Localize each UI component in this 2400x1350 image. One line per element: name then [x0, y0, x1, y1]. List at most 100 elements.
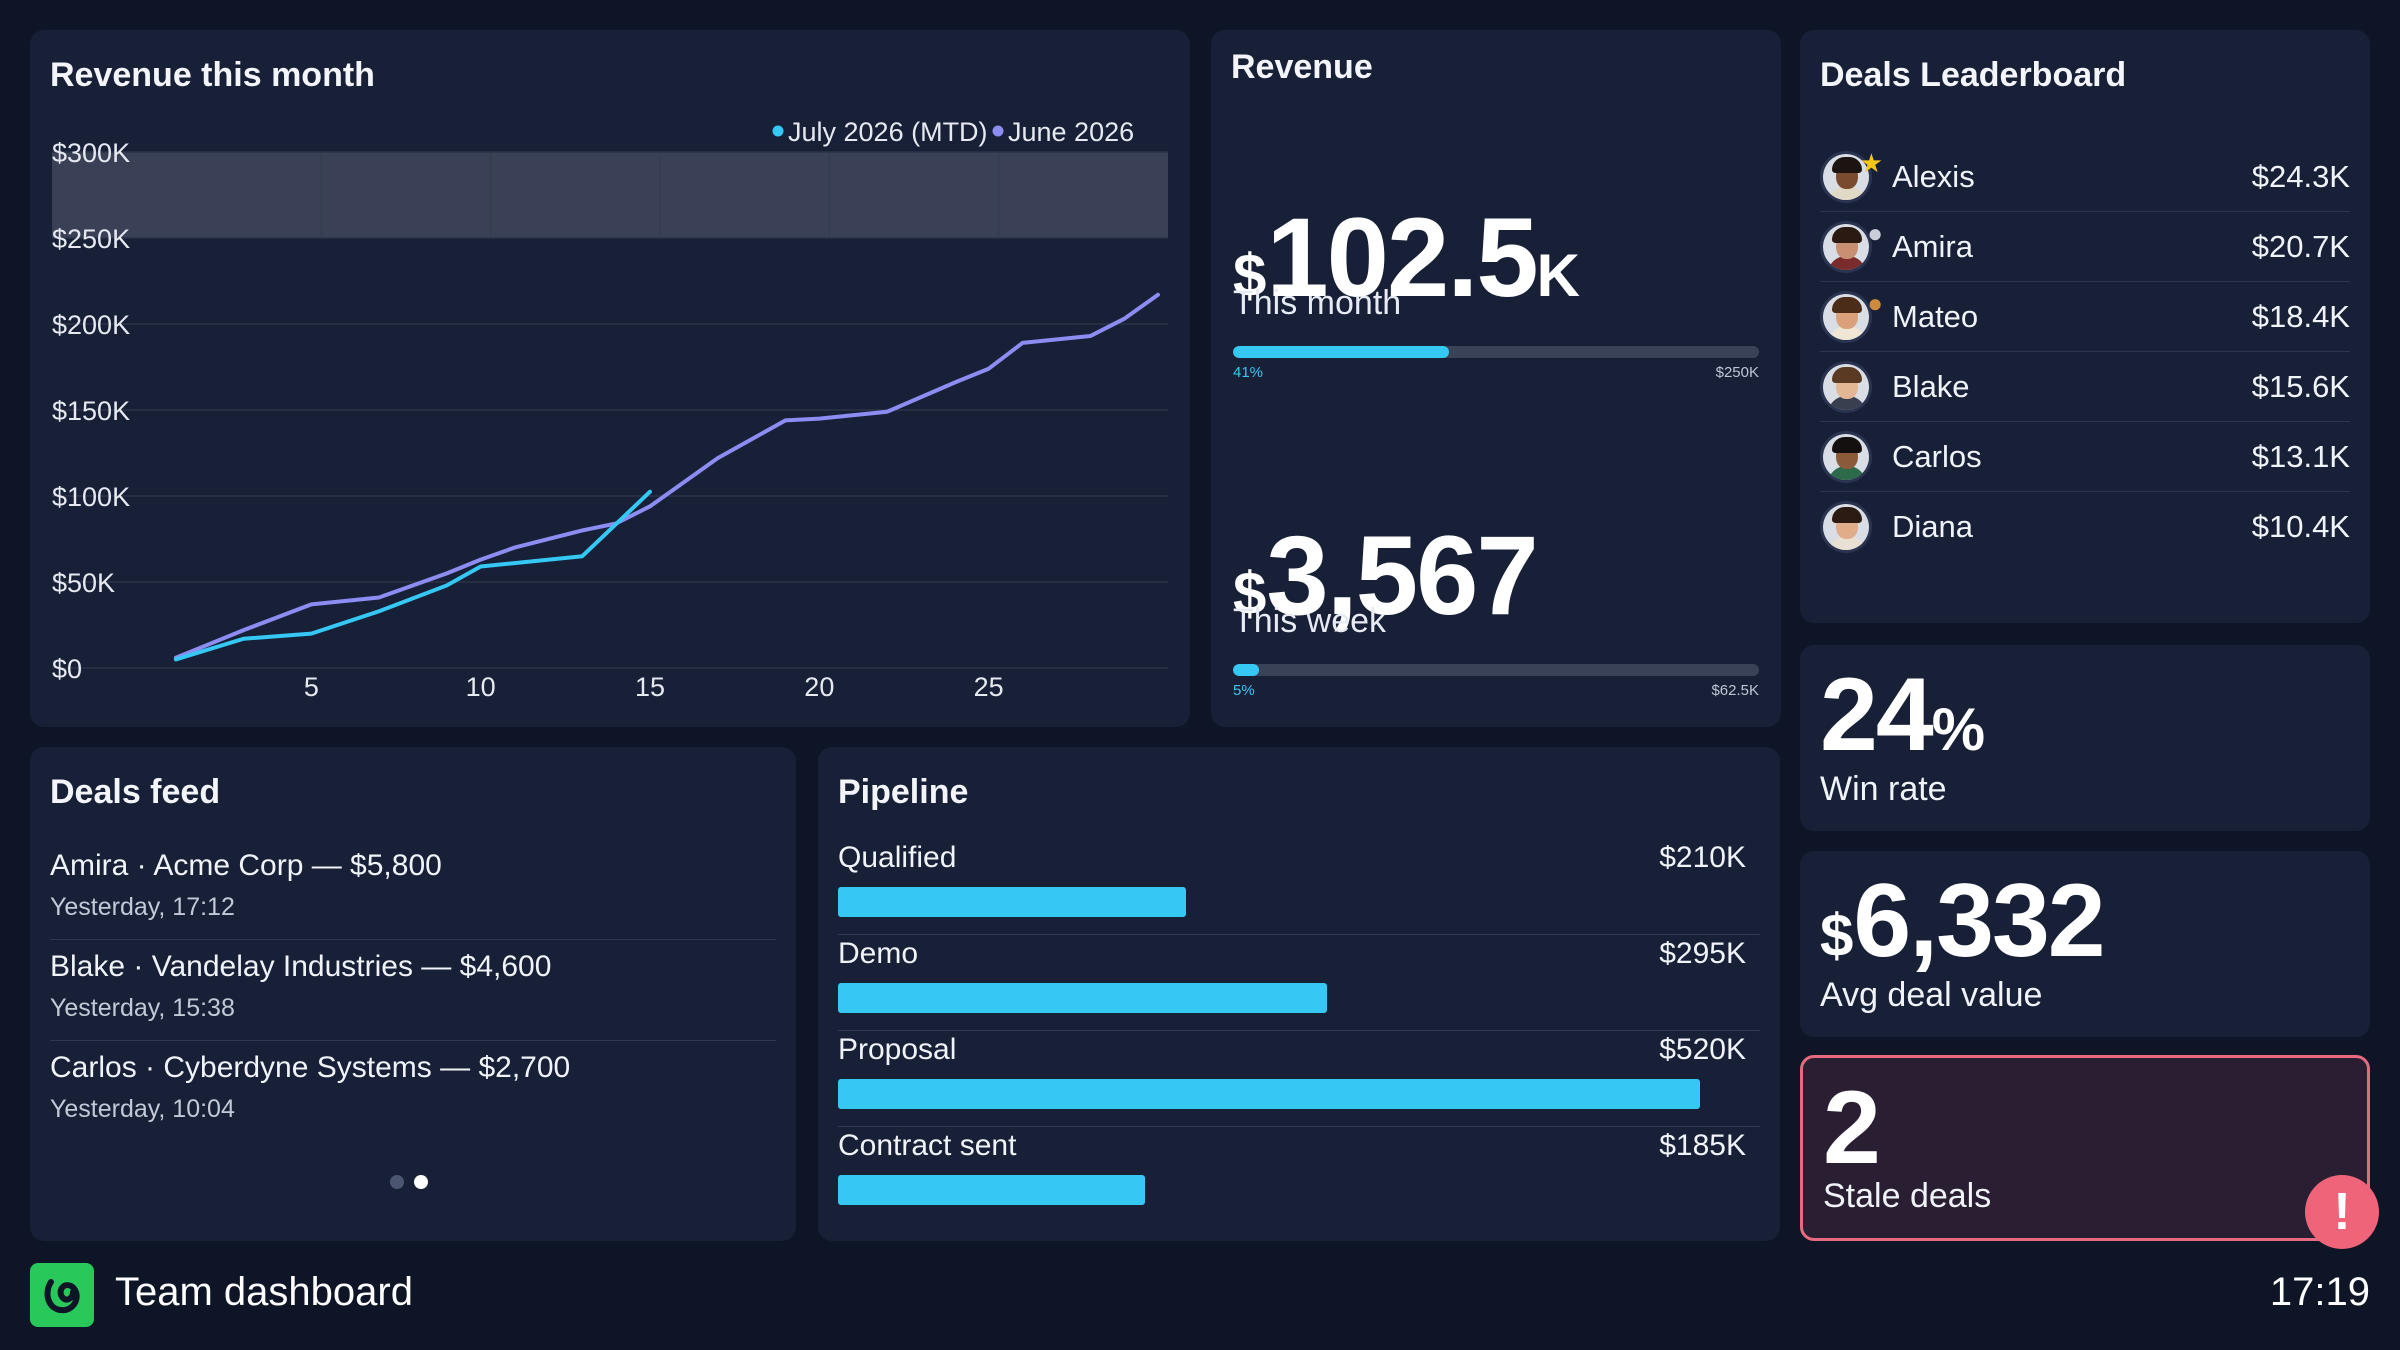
leaderboard-name: Alexis	[1892, 158, 1975, 194]
leaderboard-value: $10.4K	[2251, 509, 2350, 544]
list-item: Blake · Vandelay Industries — $4,600 Yes…	[50, 940, 776, 1041]
pipeline-row: Proposal $520K	[838, 1031, 1760, 1127]
page-dot-1[interactable]	[390, 1175, 404, 1189]
list-item: Amira · Acme Corp — $5,800 Yesterday, 17…	[50, 839, 776, 940]
page-dot-2[interactable]	[414, 1175, 428, 1189]
legend-label: July 2026 (MTD)	[788, 117, 988, 147]
y-tick-label: $250K	[52, 224, 130, 254]
feed-item-time: Yesterday, 17:12	[50, 893, 235, 921]
y-tick-label: $100K	[52, 482, 130, 512]
pipeline-bar	[838, 887, 1187, 917]
stale-deals-label: Stale deals	[1823, 1177, 1992, 1215]
revenue-month-progress	[1233, 346, 1759, 358]
x-tick-label: 20	[804, 672, 834, 702]
win-rate-value: 24	[1820, 657, 1934, 773]
pipeline-list: Qualified $210K Demo $295K Proposal $520K Cont…	[838, 839, 1760, 1223]
revenue-card: Revenue $ 102.5 K This month 41% $250K $…	[1211, 30, 1781, 727]
pipeline-stage-value: $210K	[1659, 841, 1746, 874]
y-tick-label: $0	[52, 654, 82, 684]
leaderboard-value: $13.1K	[2251, 438, 2350, 474]
avatar	[1820, 360, 1872, 413]
leaderboard-row: Diana $10.4K	[1820, 492, 2350, 562]
legend-label: June 2026	[1008, 117, 1134, 147]
leaderboard-value: $15.6K	[2251, 368, 2350, 404]
revenue-line-chart: $0 $50K $100K $150K $200K $250K $300K 5 10 15 20 25…	[52, 117, 1168, 702]
revenue-chart-title: Revenue this month	[50, 56, 375, 94]
pipeline-stage-value: $185K	[1659, 1129, 1746, 1162]
leaderboard-name: Diana	[1892, 509, 1973, 544]
revenue-week-progress-label: 5%	[1233, 682, 1255, 699]
currency-symbol: $	[1820, 902, 1854, 969]
stale-deals-card[interactable]: 2 Stale deals	[1800, 1055, 2370, 1241]
target-band	[52, 152, 1168, 238]
medal-bronze-icon: ●	[1867, 287, 1883, 318]
leaderboard-name: Mateo	[1892, 298, 1979, 334]
revenue-week-value: 3,567	[1266, 513, 1538, 638]
medal-silver-icon: ●	[1867, 217, 1883, 248]
avg-deal-card: $ 6,332 Avg deal value	[1800, 851, 2370, 1037]
y-tick-label: $150K	[52, 396, 130, 426]
y-tick-label: $50K	[52, 568, 115, 598]
leaderboard-value: $24.3K	[2251, 158, 2350, 194]
pipeline-stage-name: Demo	[838, 937, 919, 970]
clock: 17:19	[2269, 1270, 2370, 1314]
pipeline-card: Pipeline Qualified $210K Demo $295K Proposal…	[818, 747, 1780, 1241]
pagination-dots	[390, 1175, 428, 1189]
feed-item-time: Yesterday, 10:04	[50, 1095, 235, 1123]
win-rate-label: Win rate	[1820, 770, 1947, 808]
feed-item-text: Blake · Vandelay Industries — $4,600	[50, 950, 552, 983]
y-tick-label: $300K	[52, 138, 130, 168]
revenue-month-progress-fill	[1233, 346, 1449, 358]
avatar: ★	[1820, 150, 1883, 203]
pipeline-stage-name: Qualified	[838, 841, 957, 874]
feed-item-text: Amira · Acme Corp — $5,800	[50, 849, 442, 882]
avg-deal-amount: $ 6,332	[1820, 863, 2106, 979]
revenue-month-suffix: K	[1536, 242, 1580, 309]
avatar	[1820, 430, 1872, 483]
stale-deals-value: 2	[1823, 1070, 1881, 1186]
pipeline-row: Demo $295K	[838, 935, 1760, 1031]
avg-deal-label: Avg deal value	[1820, 976, 2043, 1014]
avg-deal-value: 6,332	[1853, 863, 2105, 979]
win-rate-card: 24 % Win rate	[1800, 645, 2370, 831]
revenue-month-label: This month	[1233, 284, 1402, 322]
series-line-july	[173, 489, 652, 662]
revenue-week-progress-fill	[1233, 664, 1260, 676]
x-tick-label: 15	[635, 672, 665, 702]
leaderboard-list: ★ Alexis $24.3K ● Amira $20.7K ● Mateo $18.4K Bla…	[1820, 142, 2350, 562]
revenue-week-label: This week	[1233, 602, 1387, 640]
leaderboard-row: Blake $15.6K	[1820, 352, 2350, 422]
feed-item-time: Yesterday, 15:38	[50, 994, 235, 1022]
leaderboard-row: ★ Alexis $24.3K	[1820, 142, 2350, 212]
deals-feed-card: Deals feed Amira · Acme Corp — $5,800 Ye…	[30, 747, 796, 1241]
star-gold-icon: ★	[1859, 147, 1883, 178]
leaderboard-value: $18.4K	[2251, 298, 2350, 334]
leaderboard-name: Amira	[1892, 228, 1973, 264]
brand-logo-icon	[30, 1263, 94, 1327]
leaderboard-name: Carlos	[1892, 438, 1982, 474]
currency-symbol: $	[1233, 242, 1267, 309]
avatar: ●	[1820, 290, 1883, 343]
pipeline-stage-name: Proposal	[838, 1033, 957, 1066]
revenue-week-amount: $ 3,567	[1233, 513, 1539, 638]
exclamation-icon: !	[2305, 1175, 2379, 1249]
pipeline-bar	[838, 1079, 1700, 1109]
avatar	[1820, 501, 1872, 553]
revenue-month-target: $250K	[1715, 364, 1759, 381]
revenue-week-target: $62.5K	[1711, 682, 1759, 699]
revenue-title: Revenue	[1231, 48, 1373, 86]
leaderboard-row: Carlos $13.1K	[1820, 422, 2350, 492]
revenue-chart-card: Revenue this month $0 $50K $100K $150K $200K…	[30, 30, 1190, 727]
revenue-week-progress	[1233, 664, 1759, 676]
series-line-june	[173, 292, 1160, 660]
win-rate-amount: 24 %	[1820, 663, 1985, 767]
leaderboard-value: $20.7K	[2251, 228, 2350, 264]
pipeline-title: Pipeline	[838, 773, 969, 811]
percent-symbol: %	[1931, 696, 1986, 763]
stale-deals-amount: 2	[1823, 1070, 1881, 1186]
legend-marker	[772, 125, 784, 137]
deals-feed-title: Deals feed	[50, 773, 221, 811]
avatar: ●	[1820, 220, 1883, 273]
pipeline-row: Contract sent $185K	[838, 1127, 1760, 1223]
pipeline-stage-name: Contract sent	[838, 1129, 1017, 1162]
